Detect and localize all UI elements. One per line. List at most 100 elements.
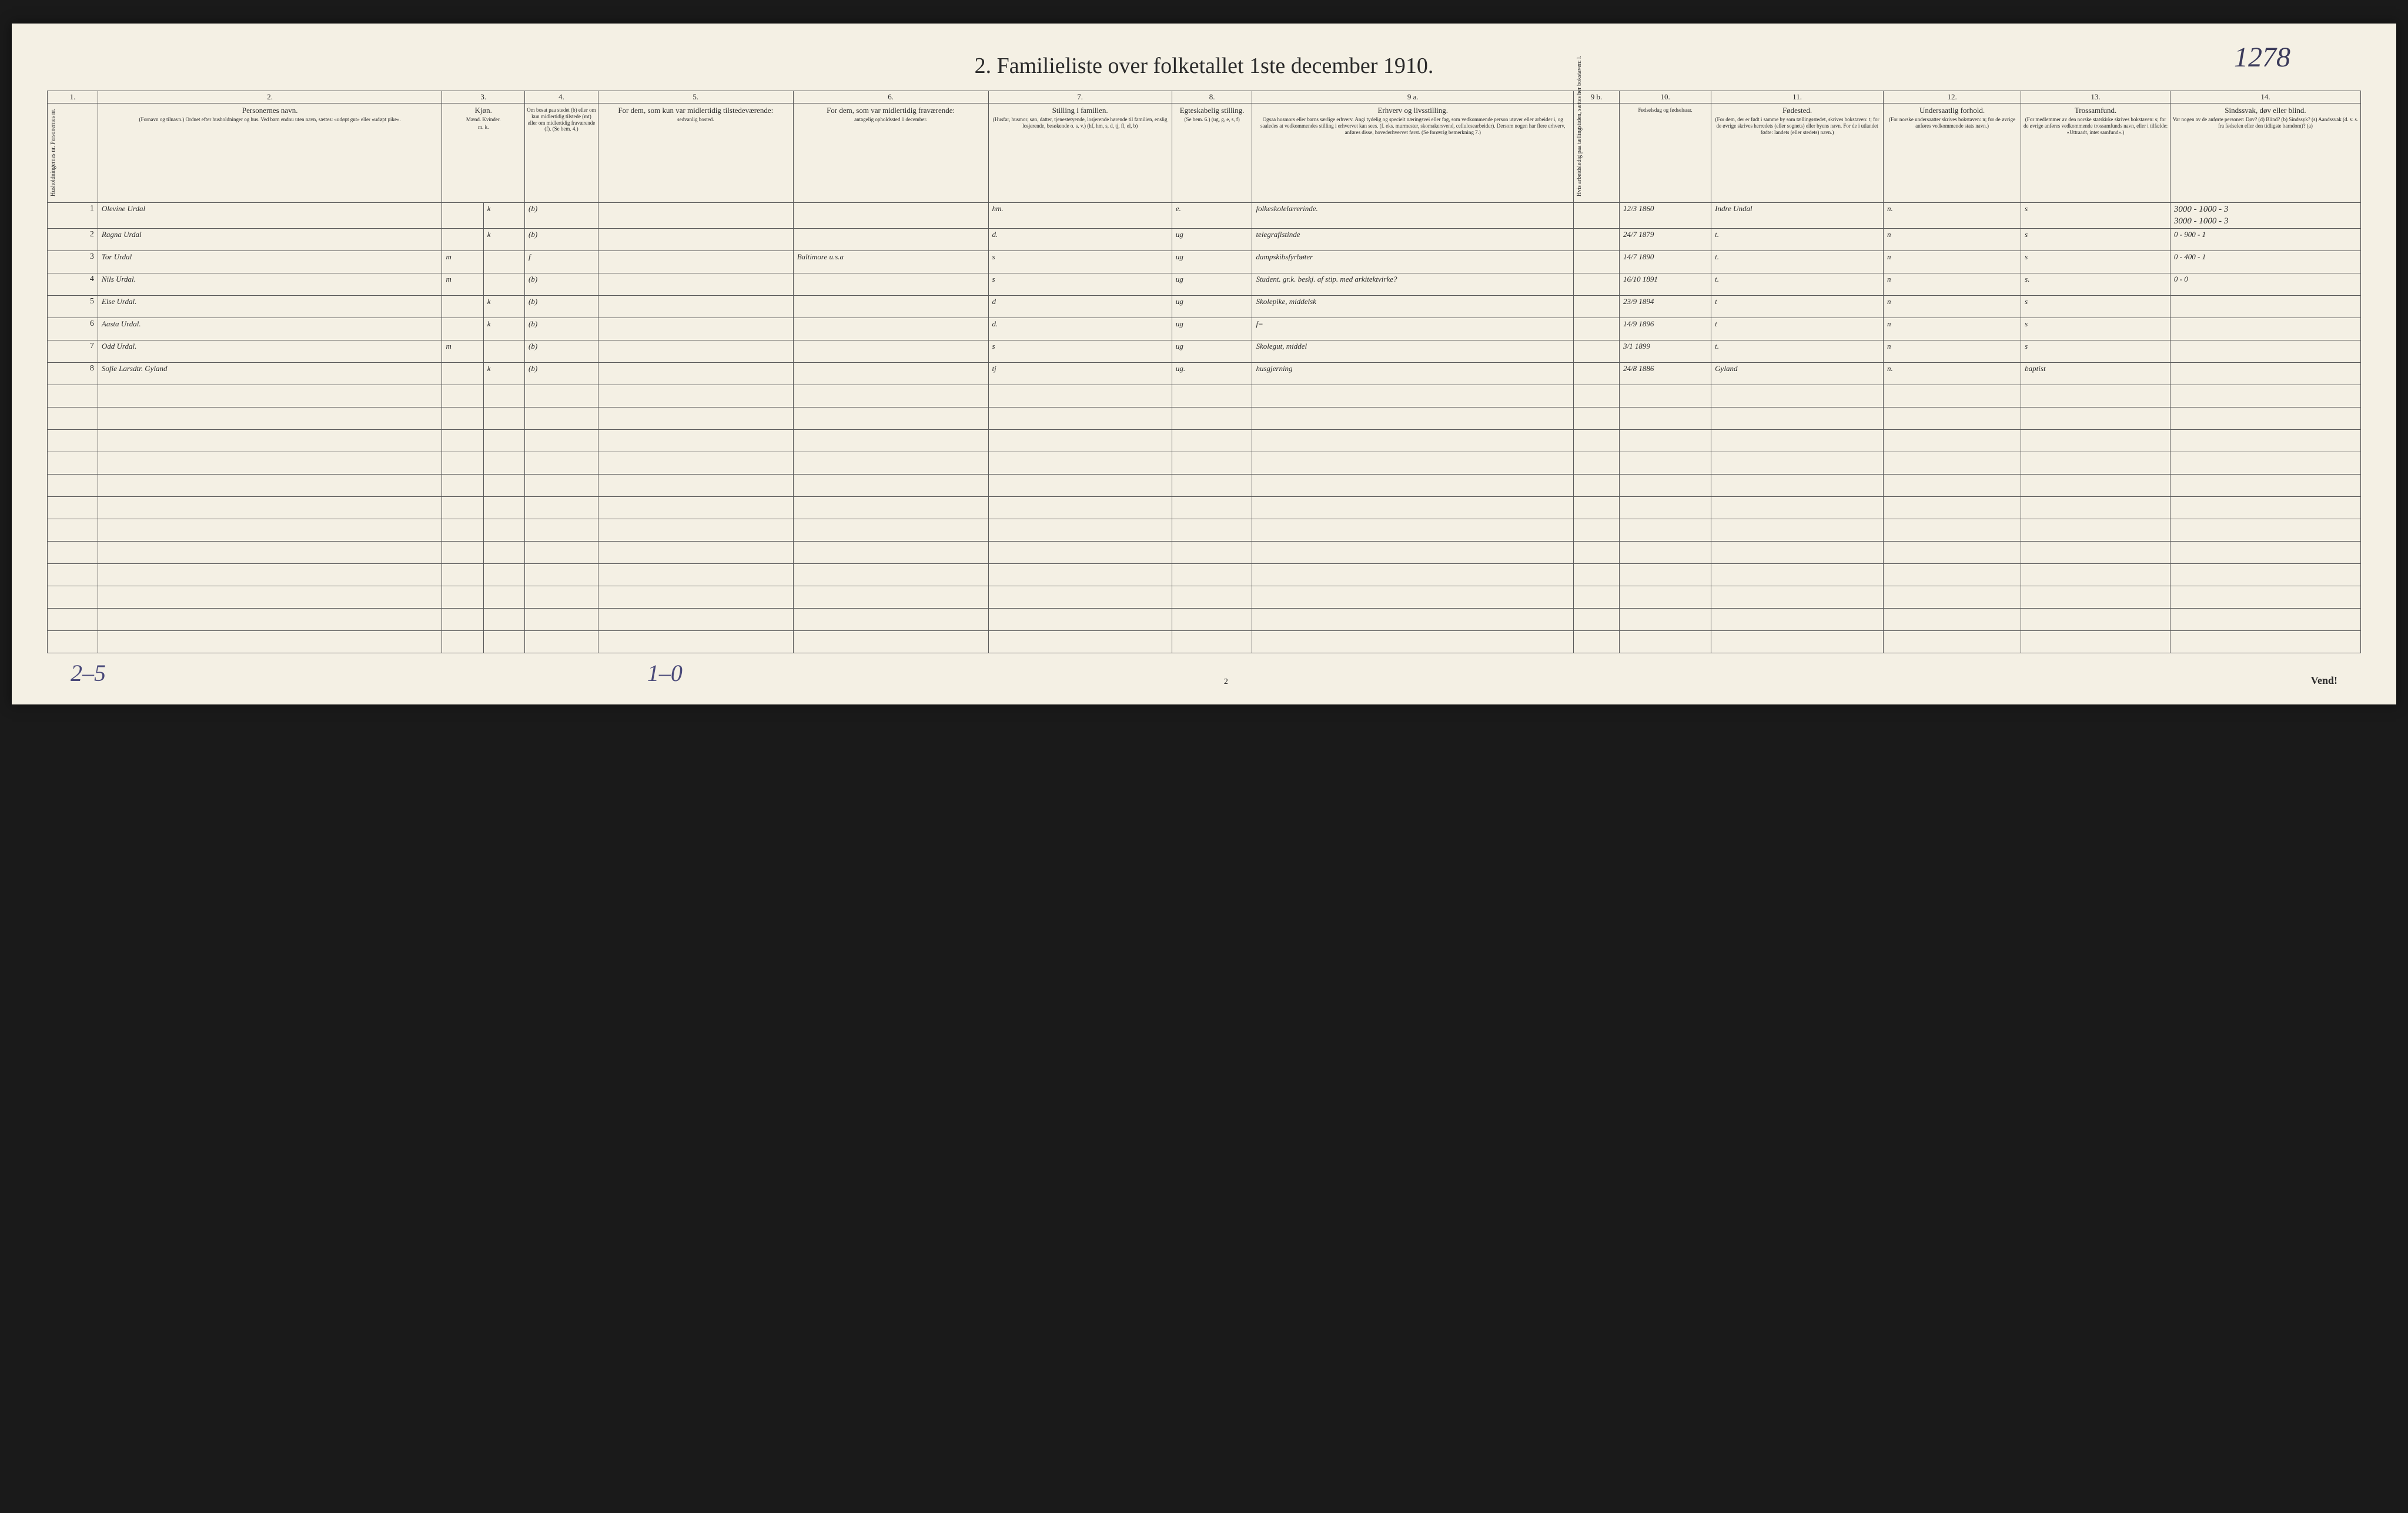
empty-cell	[988, 475, 1172, 497]
empty-cell	[98, 609, 442, 631]
empty-cell	[988, 385, 1172, 408]
cell-away-location	[793, 363, 988, 385]
table-row: 2Ragna Urdalk(b)d.ugtelegrafistinde24/7 …	[48, 229, 2361, 251]
empty-cell	[1252, 564, 1574, 586]
empty-cell	[988, 519, 1172, 542]
empty-cell	[524, 586, 598, 609]
cell-name: Ragna Urdal	[98, 229, 442, 251]
empty-cell	[442, 564, 483, 586]
cell-usual-residence	[598, 318, 793, 340]
empty-cell	[483, 586, 524, 609]
cell-birthdate: 24/8 1886	[1620, 363, 1711, 385]
cell-religion: s	[2021, 203, 2170, 229]
empty-cell	[524, 475, 598, 497]
empty-cell	[1573, 475, 1619, 497]
empty-cell	[598, 497, 793, 519]
empty-cell	[442, 475, 483, 497]
empty-cell	[524, 408, 598, 430]
table-row: 16	[48, 542, 2361, 564]
cell-disability: 3000 - 1000 - 33000 - 1000 - 3	[2170, 203, 2360, 229]
empty-cell	[1711, 475, 1884, 497]
empty-cell	[1573, 452, 1619, 475]
header-c8: Egteskabelig stilling. (Se bem. 6.) (ug,…	[1172, 103, 1252, 203]
cell-birthplace: Gyland	[1711, 363, 1884, 385]
cell-usual-residence	[598, 203, 793, 229]
cell-occupation: Skolepike, middelsk	[1252, 296, 1574, 318]
row-number: 10	[48, 408, 98, 430]
empty-cell	[1252, 542, 1574, 564]
empty-cell	[1883, 564, 2021, 586]
empty-cell	[793, 542, 988, 564]
empty-cell	[1711, 542, 1884, 564]
colnum: 6.	[793, 91, 988, 103]
empty-cell	[2021, 586, 2170, 609]
footer-left-annotation: 2–5	[71, 659, 106, 687]
empty-cell	[1620, 385, 1711, 408]
header-c12: Undersaatlig forhold. (For norske unders…	[1883, 103, 2021, 203]
empty-cell	[1620, 609, 1711, 631]
cell-unemployed	[1573, 251, 1619, 273]
cell-name: Tor Urdal	[98, 251, 442, 273]
cell-residence: (b)	[524, 273, 598, 296]
empty-cell	[1573, 408, 1619, 430]
row-number: 15	[48, 519, 98, 542]
empty-cell	[483, 542, 524, 564]
cell-usual-residence	[598, 229, 793, 251]
cell-away-location	[793, 229, 988, 251]
table-row: 3Tor UrdalmfBaltimore u.s.asugdampskibsf…	[48, 251, 2361, 273]
header-c4: Om bosat paa stedet (b) eller om kun mid…	[524, 103, 598, 203]
empty-cell	[1172, 452, 1252, 475]
cell-nationality: n	[1883, 251, 2021, 273]
cell-birthdate: 12/3 1860	[1620, 203, 1711, 229]
empty-cell	[1573, 564, 1619, 586]
cell-marital: ug	[1172, 296, 1252, 318]
cell-marital: ug.	[1172, 363, 1252, 385]
empty-cell	[598, 430, 793, 452]
empty-cell	[988, 564, 1172, 586]
cell-family-position: s	[988, 340, 1172, 363]
empty-cell	[1711, 564, 1884, 586]
empty-cell	[598, 631, 793, 653]
cell-usual-residence	[598, 363, 793, 385]
cell-name: Odd Urdal.	[98, 340, 442, 363]
empty-cell	[483, 519, 524, 542]
empty-cell	[1620, 542, 1711, 564]
census-tbody: 1Olevine Urdalk(b)hm.e.folkeskolelærerin…	[48, 203, 2361, 653]
empty-cell	[1172, 385, 1252, 408]
cell-occupation: Skolegut, middel	[1252, 340, 1574, 363]
empty-cell	[483, 631, 524, 653]
empty-cell	[1620, 564, 1711, 586]
cell-birthplace: t.	[1711, 340, 1884, 363]
cell-sex-k	[483, 251, 524, 273]
row-number: 13	[48, 475, 98, 497]
cell-family-position: d	[988, 296, 1172, 318]
empty-cell	[524, 564, 598, 586]
empty-cell	[1252, 519, 1574, 542]
table-row: 15	[48, 519, 2361, 542]
colnum: 4.	[524, 91, 598, 103]
cell-birthdate: 3/1 1899	[1620, 340, 1711, 363]
cell-birthdate: 16/10 1891	[1620, 273, 1711, 296]
empty-cell	[524, 385, 598, 408]
empty-cell	[793, 519, 988, 542]
cell-birthplace: t.	[1711, 229, 1884, 251]
cell-name: Else Urdal.	[98, 296, 442, 318]
empty-cell	[483, 430, 524, 452]
cell-name: Olevine Urdal	[98, 203, 442, 229]
row-number: 2	[48, 229, 98, 251]
empty-cell	[483, 609, 524, 631]
row-number: 3	[48, 251, 98, 273]
cell-marital: e.	[1172, 203, 1252, 229]
empty-cell	[2021, 475, 2170, 497]
empty-cell	[98, 385, 442, 408]
colnum: 13.	[2021, 91, 2170, 103]
empty-cell	[1172, 475, 1252, 497]
row-number: 14	[48, 497, 98, 519]
colnum: 14.	[2170, 91, 2360, 103]
header-c13: Trossamfund. (For medlemmer av den norsk…	[2021, 103, 2170, 203]
empty-cell	[2021, 452, 2170, 475]
empty-cell	[1620, 586, 1711, 609]
empty-cell	[1620, 519, 1711, 542]
empty-cell	[1620, 430, 1711, 452]
cell-usual-residence	[598, 251, 793, 273]
